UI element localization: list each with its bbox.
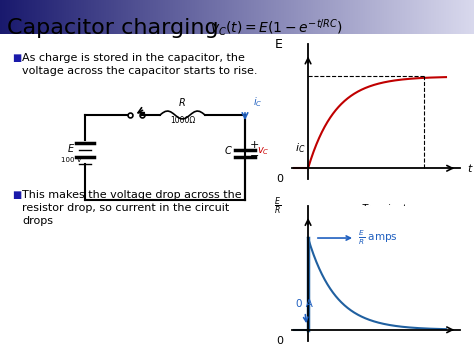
Text: $i_C$: $i_C$ <box>295 141 305 155</box>
Text: Transient
interval: Transient interval <box>362 203 407 225</box>
Text: C: C <box>225 146 231 155</box>
Text: $\frac{E}{R}$: $\frac{E}{R}$ <box>274 195 282 217</box>
Text: ■: ■ <box>12 53 21 63</box>
Text: 0 A: 0 A <box>296 299 312 322</box>
Text: This makes the voltage drop across the
resistor drop, so current in the circuit
: This makes the voltage drop across the r… <box>22 190 242 226</box>
Text: 100 V: 100 V <box>61 158 81 164</box>
Text: E: E <box>275 38 283 51</box>
Text: $\frac{E}{R}$ amps: $\frac{E}{R}$ amps <box>318 229 397 247</box>
Text: As charge is stored in the capacitor, the
voltage across the capacitor starts to: As charge is stored in the capacitor, th… <box>22 53 257 76</box>
Text: −: − <box>250 152 259 162</box>
Text: $v_C(t) = E(1-e^{-t/RC})$: $v_C(t) = E(1-e^{-t/RC})$ <box>210 17 343 38</box>
Text: Capacitor charging: Capacitor charging <box>7 18 219 38</box>
Text: 0: 0 <box>276 174 283 184</box>
Text: $v_C$: $v_C$ <box>257 146 269 157</box>
Text: $t$: $t$ <box>466 163 473 175</box>
Text: 0: 0 <box>276 336 283 346</box>
Text: ■: ■ <box>12 190 21 200</box>
Text: $i_C$: $i_C$ <box>253 95 263 109</box>
Text: R: R <box>179 98 185 108</box>
Text: E: E <box>68 144 74 154</box>
Text: 1000Ω: 1000Ω <box>170 116 195 125</box>
Text: +: + <box>250 140 259 149</box>
